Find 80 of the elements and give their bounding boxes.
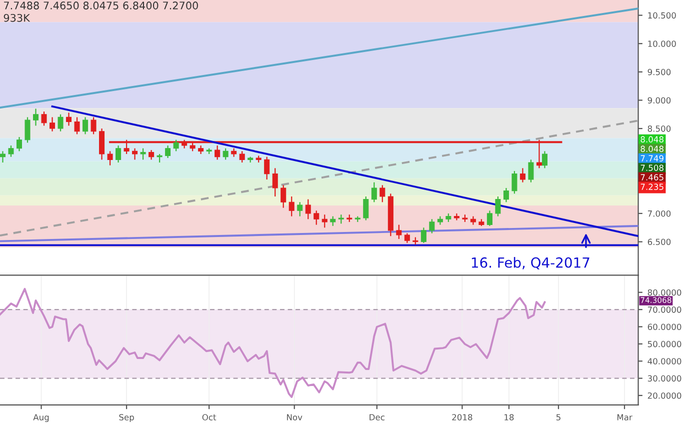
candlestick — [222, 148, 228, 160]
candlestick — [173, 139, 179, 152]
candlestick — [503, 187, 509, 203]
candlestick — [330, 216, 336, 226]
candlestick — [288, 196, 294, 217]
y-tick-label: 8.500 — [648, 126, 671, 132]
x-tick-label: 5 — [556, 414, 560, 420]
candlestick — [90, 116, 96, 135]
candlestick — [99, 128, 105, 160]
y-tick-label: 40.0000 — [648, 358, 682, 364]
candlestick — [74, 116, 80, 135]
annotation: 16. Feb, Q4-2017 — [472, 257, 590, 270]
candlestick — [239, 150, 245, 164]
candlestick — [272, 168, 278, 198]
candlestick — [132, 148, 138, 160]
candlestick — [322, 214, 328, 228]
candlestick — [371, 182, 377, 203]
candlestick — [305, 198, 311, 220]
candlestick — [380, 184, 386, 203]
y-tick-label: 50.0000 — [648, 340, 682, 348]
candlestick — [495, 196, 501, 217]
x-tick-label: Oct — [202, 414, 216, 420]
candlestick — [404, 232, 410, 244]
y-tick-label: 80.0000 — [648, 289, 682, 296]
y-tick-label: 60.0000 — [648, 324, 682, 330]
candlestick — [140, 148, 146, 160]
candlestick — [297, 202, 303, 217]
x-tick-label: Nov — [287, 414, 302, 420]
candlestick — [0, 150, 6, 164]
x-tick-label: 2018 — [452, 414, 472, 420]
y-tick-label: 9.500 — [648, 68, 671, 76]
text: 7.749 — [640, 155, 664, 162]
candlestick — [214, 144, 220, 160]
candlestick — [486, 210, 492, 226]
y-tick-label: 7.000 — [648, 210, 671, 217]
candlestick — [24, 116, 30, 144]
candlestick — [528, 159, 534, 183]
text: 8.048 — [640, 136, 664, 142]
x-tick-label: Mar — [617, 414, 632, 420]
x-tick-label: 18 — [504, 414, 514, 420]
candlestick — [363, 196, 369, 221]
candlestick — [82, 116, 88, 135]
candlestick — [512, 170, 518, 194]
candlestick — [520, 168, 526, 183]
candlestick — [8, 144, 14, 158]
candlestick — [429, 218, 435, 234]
candlestick — [107, 150, 113, 166]
y-tick-label: 20.0000 — [648, 392, 682, 399]
y-tick-label: 30.0000 — [648, 375, 682, 382]
annotation: 7.7488 7.4650 8.0475 6.8400 7.2700 — [4, 2, 198, 10]
candlestick — [66, 112, 72, 126]
candlestick — [396, 224, 402, 240]
candlestick — [280, 184, 286, 208]
x-tick-label: Aug — [33, 414, 49, 422]
candlestick — [148, 149, 154, 160]
candlestick — [16, 136, 22, 152]
annotation: 933K — [4, 14, 30, 22]
text: 7.235 — [640, 184, 664, 190]
y-tick-label: 70.0000 — [648, 306, 682, 313]
candlestick — [58, 114, 64, 132]
text: 8.048 — [640, 146, 664, 152]
line-series — [0, 288, 546, 398]
candlestick — [41, 110, 47, 126]
x-tick-label: Sep — [119, 414, 134, 422]
candlestick — [314, 210, 320, 226]
y-tick-label: 10.500 — [648, 12, 676, 19]
candlestick — [338, 214, 344, 224]
y-tick-label: 10.000 — [648, 40, 676, 47]
y-tick-label: 6.500 — [648, 238, 671, 246]
text: 7.508 — [640, 164, 664, 171]
candlestick — [33, 108, 39, 126]
x-tick-label: Dec — [370, 414, 384, 420]
candlestick — [420, 227, 426, 244]
candlestick — [264, 156, 270, 180]
text: 7.465 — [640, 174, 664, 180]
candlestick — [50, 116, 56, 132]
candlestick — [165, 144, 171, 159]
candlestick — [116, 144, 122, 164]
y-tick-label: 9.000 — [648, 97, 671, 104]
candlestick — [542, 150, 548, 169]
